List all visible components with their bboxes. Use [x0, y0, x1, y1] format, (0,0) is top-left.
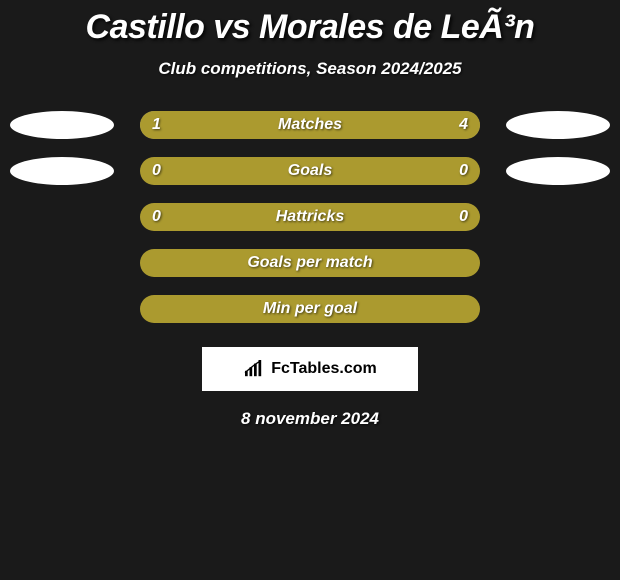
page-subtitle: Club competitions, Season 2024/2025	[158, 59, 461, 79]
stat-bar: Matches1 4	[140, 111, 480, 139]
stat-value-right: 4	[459, 111, 468, 139]
stat-row: Matches1 4	[0, 111, 620, 139]
stat-value-left: 0	[152, 203, 161, 231]
stat-row: Goals0 0	[0, 157, 620, 185]
date-text: 8 november 2024	[241, 409, 379, 429]
stat-rows: Matches14Goals00Hattricks00Goals per mat…	[0, 111, 620, 323]
stat-row: Min per goal	[0, 295, 620, 323]
stat-value-right: 0	[459, 157, 468, 185]
stat-value-left: 1	[152, 111, 161, 139]
stat-value-right: 0	[459, 203, 468, 231]
stat-row: Hattricks0 0	[0, 203, 620, 231]
comparison-chart: Castillo vs Morales de LeÃ³n Club compet…	[0, 0, 620, 429]
page-title: Castillo vs Morales de LeÃ³n	[86, 8, 535, 47]
stat-bar: Goals per match	[140, 249, 480, 277]
chart-icon	[243, 360, 265, 378]
stat-label: Goals	[140, 157, 480, 185]
stat-label: Goals per match	[140, 249, 480, 277]
stat-label: Matches	[140, 111, 480, 139]
stat-value-left: 0	[152, 157, 161, 185]
stat-bar: Min per goal	[140, 295, 480, 323]
right-ellipse	[506, 111, 610, 139]
stat-label: Min per goal	[140, 295, 480, 323]
left-ellipse	[10, 157, 114, 185]
stat-row: Goals per match	[0, 249, 620, 277]
stat-bar: Goals0 0	[140, 157, 480, 185]
stat-label: Hattricks	[140, 203, 480, 231]
right-ellipse	[506, 157, 610, 185]
attribution-text: FcTables.com	[271, 360, 377, 378]
stat-bar: Hattricks0 0	[140, 203, 480, 231]
left-ellipse	[10, 111, 114, 139]
attribution-badge[interactable]: FcTables.com	[202, 347, 418, 391]
